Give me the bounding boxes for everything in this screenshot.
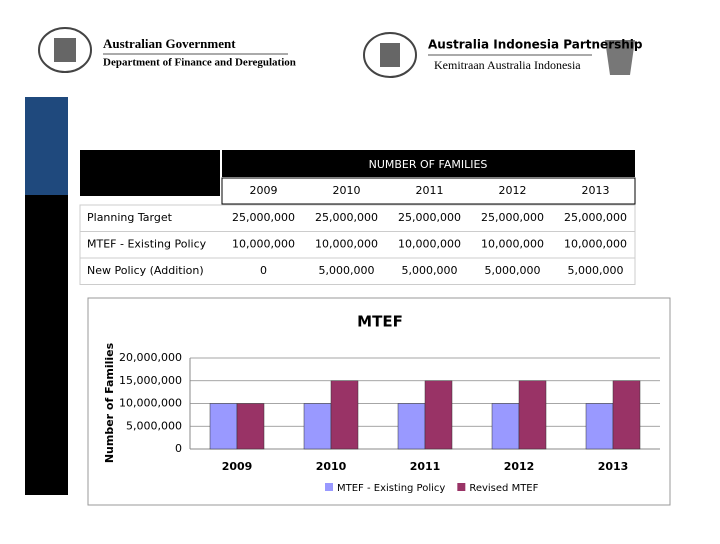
table-group-header: NUMBER OF FAMILIES [369, 158, 488, 171]
y-axis-label: Number of Families [103, 342, 116, 463]
table-row [79, 231, 636, 259]
table-row [79, 204, 636, 232]
legend-label: MTEF - Existing Policy [337, 483, 445, 494]
table-corner [80, 150, 220, 196]
table-cell: 10,000,000 [232, 238, 295, 251]
y-tick-label: 5,000,000 [126, 419, 182, 432]
table-row-label: MTEF - Existing Policy [87, 238, 207, 251]
chart-frame [87, 297, 671, 506]
x-tick-label: 2012 [504, 460, 535, 473]
header-text: Kemitraan Australia Indonesia [434, 58, 581, 72]
bar [518, 380, 547, 450]
table-cell: 0 [260, 264, 267, 277]
bar [236, 403, 265, 450]
side-bar [25, 195, 68, 495]
table-header-bg [222, 150, 635, 177]
y-tick-label: 0 [175, 442, 182, 455]
table-cell: 10,000,000 [398, 238, 461, 251]
table: NUMBER OF FAMILIES 2009 2010 2011 2012 2013 Pl… [79, 150, 636, 285]
bar [397, 403, 426, 450]
table-column-header: 2010 [333, 184, 361, 197]
bar [303, 403, 332, 450]
y-tick-label: 15,000,000 [119, 374, 182, 387]
table-cell: 5,000,000 [485, 264, 541, 277]
table-cell: 10,000,000 [315, 238, 378, 251]
y-tick-label: 20,000,000 [119, 351, 182, 364]
logo-right [363, 32, 635, 78]
x-tick-label: 2013 [598, 460, 629, 473]
table-cell: 25,000,000 [315, 211, 378, 224]
table-column-header: 2013 [582, 184, 610, 197]
logo-left [38, 27, 92, 73]
bar [612, 380, 641, 450]
legend-swatch [457, 483, 466, 491]
x-tick-label: 2010 [316, 460, 347, 473]
table-cell: 25,000,000 [481, 211, 544, 224]
x-tick-label: 2009 [222, 460, 253, 473]
table-cell: 5,000,000 [402, 264, 458, 277]
table-cell: 5,000,000 [568, 264, 624, 277]
table-cell: 10,000,000 [481, 238, 544, 251]
bar [424, 380, 453, 450]
chart-title: MTEF [357, 313, 403, 331]
bar [491, 403, 520, 450]
table-cell: 5,000,000 [319, 264, 375, 277]
table-row [79, 257, 636, 285]
legend-swatch [325, 483, 333, 491]
chart: MTEF Number of Families 0 5,000,000 10,000,0… [103, 313, 660, 494]
bar [585, 403, 614, 450]
table-cell: 10,000,000 [564, 238, 627, 251]
legend-label: Revised MTEF [469, 483, 538, 494]
table-year-row [221, 177, 636, 205]
header-text: Australian Government [103, 36, 236, 51]
table-column-header: 2012 [499, 184, 527, 197]
table-cell: 25,000,000 [564, 211, 627, 224]
table-cell: 25,000,000 [232, 211, 295, 224]
table-cell: 25,000,000 [398, 211, 461, 224]
table-column-header: 2011 [416, 184, 444, 197]
header-text: Australia Indonesia Partnership [428, 38, 643, 52]
table-column-header: 2009 [250, 184, 278, 197]
side-bar [25, 97, 68, 195]
header-text: Department of Finance and Deregulation [103, 57, 296, 69]
x-tick-label: 2011 [410, 460, 441, 473]
bar [209, 403, 238, 450]
y-tick-label: 10,000,000 [119, 397, 182, 410]
bar [330, 380, 359, 450]
table-row-label: Planning Target [87, 211, 173, 224]
table-row-label: New Policy (Addition) [87, 264, 204, 277]
